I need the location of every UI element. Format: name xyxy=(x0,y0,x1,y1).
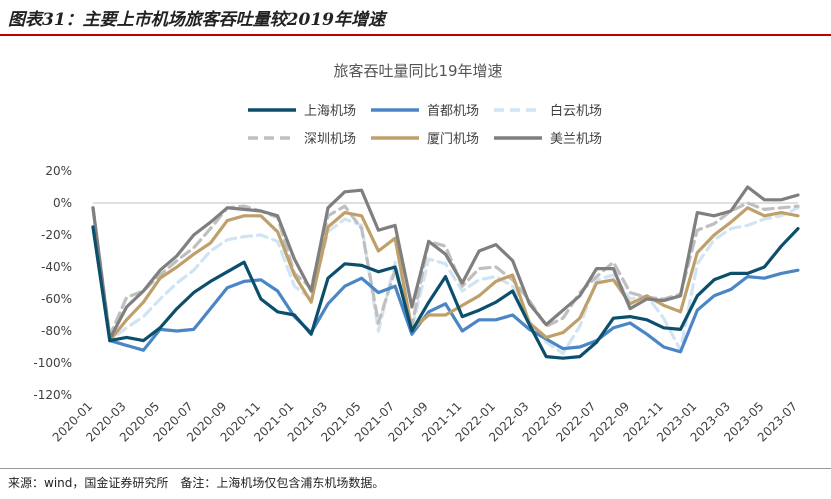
y-tick-label: -80% xyxy=(41,324,72,338)
legend-label: 白云机场 xyxy=(550,103,602,119)
y-tick-label: -60% xyxy=(41,292,72,306)
y-tick-label: 0% xyxy=(53,196,72,210)
series-line-2 xyxy=(91,225,800,354)
legend-label: 厦门机场 xyxy=(427,132,479,147)
y-tick-label: -40% xyxy=(41,260,72,274)
y-tick-label: -120% xyxy=(33,388,72,402)
legend-label: 上海机场 xyxy=(304,104,356,119)
y-tick-label: -100% xyxy=(33,356,72,370)
legend-label: 首都机场 xyxy=(427,104,479,119)
series-line-6 xyxy=(91,185,800,341)
plot-area xyxy=(91,185,800,360)
series-line-1 xyxy=(91,225,800,360)
title-rule xyxy=(0,34,831,36)
y-tick-label: 20% xyxy=(45,164,72,178)
chart-title: 旅客吞吐量同比19年增速 xyxy=(333,62,502,80)
figure-title: 图表31：主要上市机场旅客吞吐量较2019年增速 xyxy=(8,10,385,30)
footer-rule xyxy=(0,468,831,469)
y-tick-label: -20% xyxy=(41,228,72,242)
y-axis: 20% 0% -20% -40% -60% -80% -100% -120% xyxy=(33,164,72,402)
source-note: 来源：wind，国金证券研究所 备注：上海机场仅包含浦东机场数据。 xyxy=(8,476,385,490)
legend-label: 深圳机场 xyxy=(304,132,356,147)
series-line-5 xyxy=(91,206,800,343)
legend-label: 美兰机场 xyxy=(550,132,602,147)
